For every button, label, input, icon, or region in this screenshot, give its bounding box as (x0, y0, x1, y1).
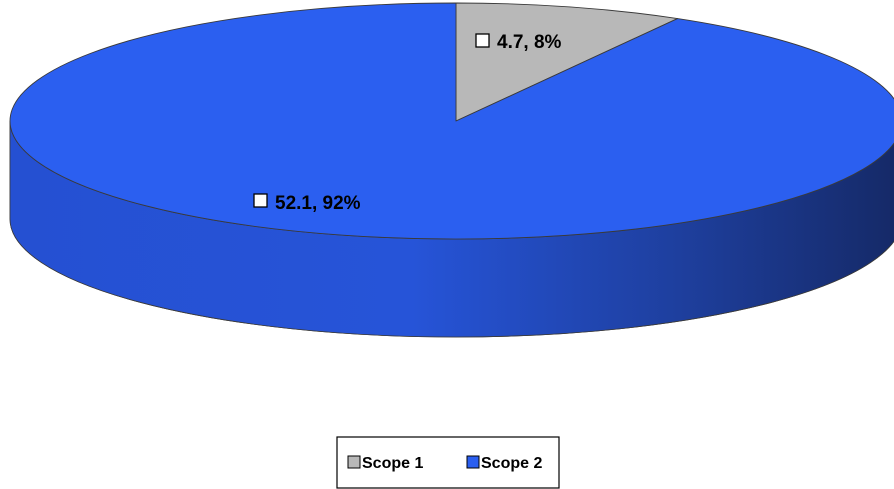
data-labels: 4.7, 8% 52.1, 92% (253, 32, 562, 214)
legend-label-scope-1: Scope 1 (362, 455, 423, 472)
legend: Scope 1 Scope 2 (336, 436, 560, 489)
legend-box (336, 436, 560, 489)
pie-slice-scope-2 (9, 2, 894, 240)
data-label-scope-1: 4.7, 8% (497, 32, 562, 53)
legend-swatch-scope-1 (347, 455, 361, 469)
pie-slices (9, 2, 894, 338)
data-label-marker-scope-1 (475, 33, 490, 48)
pie-slice-scope-1 (455, 2, 679, 122)
legend-label-scope-2: Scope 2 (481, 455, 542, 472)
data-label-marker-scope-2 (253, 193, 268, 208)
data-label-scope-2: 52.1, 92% (275, 193, 361, 214)
legend-swatch-scope-2 (466, 455, 480, 469)
